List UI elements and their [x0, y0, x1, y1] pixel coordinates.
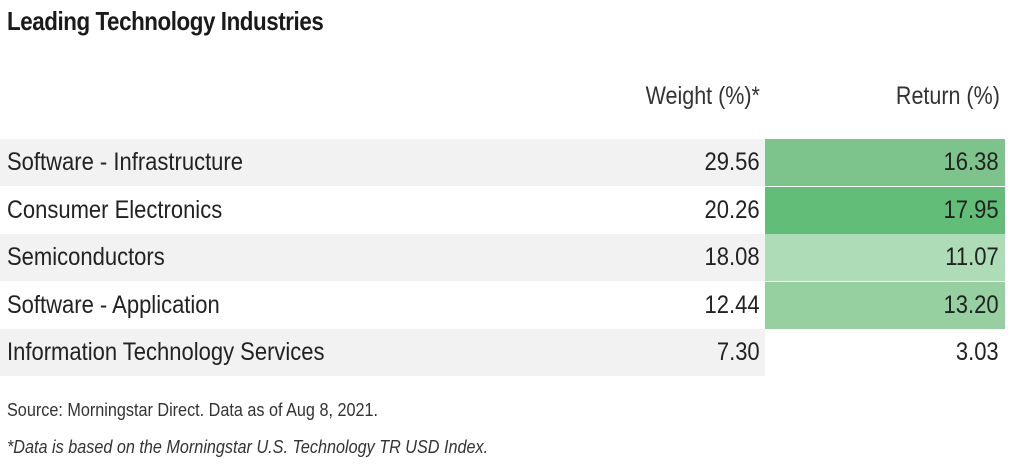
weight-value: 12.44 [704, 290, 760, 319]
return-value: 17.95 [943, 195, 999, 224]
table-row: Semiconductors 18.08 11.07 [0, 234, 1006, 282]
return-value: 16.38 [943, 148, 999, 176]
index-footnote: *Data is based on the Morningstar U.S. T… [7, 437, 489, 457]
source-note: Source: Morningstar Direct. Data as of A… [7, 400, 378, 420]
return-heat-cell [765, 234, 1005, 282]
table-row: Software - Infrastructure 29.56 16.38 [0, 139, 1006, 186]
industry-name: Semiconductors [7, 243, 165, 272]
industry-name: Software - Application [7, 290, 220, 319]
industry-name: Consumer Electronics [7, 195, 223, 224]
industry-name: Software - Infrastructure [7, 148, 243, 176]
return-heat-cell [765, 186, 1005, 234]
return-value: 13.20 [943, 290, 999, 319]
row-stripe [0, 329, 765, 377]
row-stripe [0, 281, 765, 329]
return-heat-cell [765, 329, 1005, 377]
table-row: Software - Application 12.44 13.20 [0, 281, 1006, 329]
weight-value: 18.08 [704, 243, 760, 272]
industry-name: Information Technology Services [7, 338, 325, 367]
weight-value: 29.56 [704, 148, 760, 176]
column-header-weight: Weight (%)* [645, 82, 760, 110]
column-header-return: Return (%) [896, 82, 1000, 110]
weight-value: 7.30 [717, 338, 760, 367]
row-stripe [0, 186, 765, 234]
row-stripe [0, 139, 765, 186]
return-value: 11.07 [945, 243, 999, 272]
return-heat-cell [765, 139, 1005, 186]
return-heat-cell [765, 281, 1005, 329]
return-value: 3.03 [956, 338, 999, 367]
table-row: Information Technology Services 7.30 3.03 [0, 329, 1006, 377]
weight-value: 20.26 [704, 195, 760, 224]
table-row: Consumer Electronics 20.26 17.95 [0, 186, 1006, 234]
row-stripe [0, 234, 765, 282]
chart-title: Leading Technology Industries [7, 6, 324, 36]
